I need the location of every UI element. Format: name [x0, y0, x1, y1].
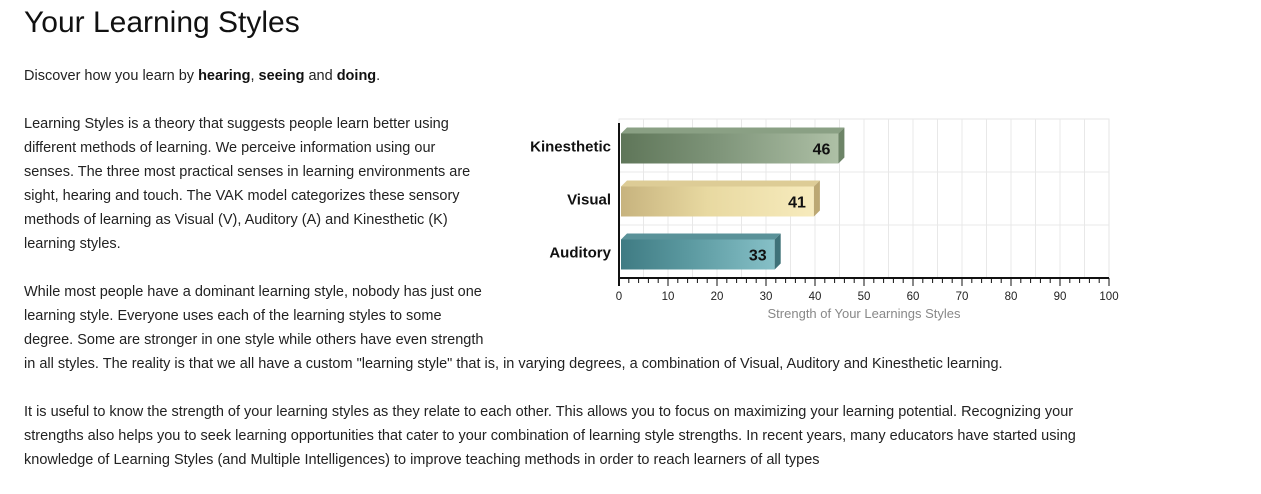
x-tick-label: 80 — [1005, 291, 1018, 303]
x-tick-label: 70 — [956, 291, 969, 303]
bar-side-visual — [813, 180, 820, 217]
paragraph-line: learning styles. — [24, 236, 121, 252]
paragraph-line: knowledge of Learning Styles (and Multip… — [24, 452, 820, 468]
category-label: Auditory — [549, 245, 611, 262]
paragraph-usefulness: It is useful to know the strength of you… — [24, 400, 1134, 472]
paragraph-line: degree. Some are stronger in one style w… — [24, 332, 484, 348]
paragraph-line: learning style. Everyone uses each of th… — [24, 308, 442, 324]
x-tick-label: 10 — [662, 291, 675, 303]
intro-prefix: Discover how you learn by — [24, 68, 199, 84]
intro-word-doing: doing — [336, 68, 377, 84]
intro-text: Discover how you learn by hearing, seein… — [24, 64, 380, 88]
paragraph-line: methods of learning as Visual (V), Audit… — [24, 212, 448, 228]
paragraph-learning-styles-theory: Learning Styles is a theory that suggest… — [24, 112, 494, 256]
x-tick-label: 30 — [760, 291, 773, 303]
bar-value-label: 46 — [813, 142, 831, 159]
bar-top-kinesthetic — [621, 127, 845, 134]
bar-visual — [621, 186, 814, 217]
page-title: Your Learning Styles — [24, 6, 300, 39]
x-tick-label: 50 — [858, 291, 871, 303]
category-label: Visual — [567, 192, 611, 209]
x-tick-label: 0 — [616, 291, 622, 303]
bar-top-visual — [621, 180, 820, 187]
paragraph-line: sight, hearing and touch. The VAK model … — [24, 188, 460, 204]
intro-sep-2: and — [304, 68, 337, 84]
learning-styles-bar-chart: 46 Kinesthetic 41 Visual 33 Auditory 0 10 20 30 40… — [530, 118, 1119, 321]
bar-value-label: 33 — [749, 248, 767, 265]
bar-top-auditory — [621, 233, 781, 240]
bar-side-auditory — [774, 233, 781, 270]
bar-side-kinesthetic — [838, 127, 845, 164]
intro-word-seeing: seeing — [258, 68, 305, 84]
paragraph-line: in all styles. The reality is that we al… — [24, 356, 1003, 372]
paragraph-dominant-style: While most people have a dominant learni… — [24, 280, 1124, 376]
bar-auditory — [621, 239, 775, 270]
x-tick-label: 20 — [711, 291, 724, 303]
intro-word-hearing: hearing — [198, 68, 251, 84]
x-axis-title: Strength of Your Learnings Styles — [768, 306, 961, 321]
bar-value-label: 41 — [788, 195, 806, 212]
bar-kinesthetic — [621, 133, 839, 164]
intro-suffix: . — [376, 68, 381, 84]
paragraph-line: While most people have a dominant learni… — [24, 284, 482, 300]
category-label: Kinesthetic — [530, 139, 611, 156]
x-tick-label: 40 — [809, 291, 822, 303]
paragraph-line: strengths also helps you to seek learnin… — [24, 428, 1076, 444]
x-tick-label: 100 — [1099, 291, 1118, 303]
intro-sep-1: , — [250, 68, 259, 84]
x-tick-label: 60 — [907, 291, 920, 303]
paragraph-line: senses. The three most practical senses … — [24, 164, 471, 180]
paragraph-line: different methods of learning. We percei… — [24, 140, 436, 156]
x-tick-label: 90 — [1054, 291, 1067, 303]
paragraph-line: It is useful to know the strength of you… — [24, 404, 1074, 420]
paragraph-line: Learning Styles is a theory that suggest… — [24, 116, 449, 132]
